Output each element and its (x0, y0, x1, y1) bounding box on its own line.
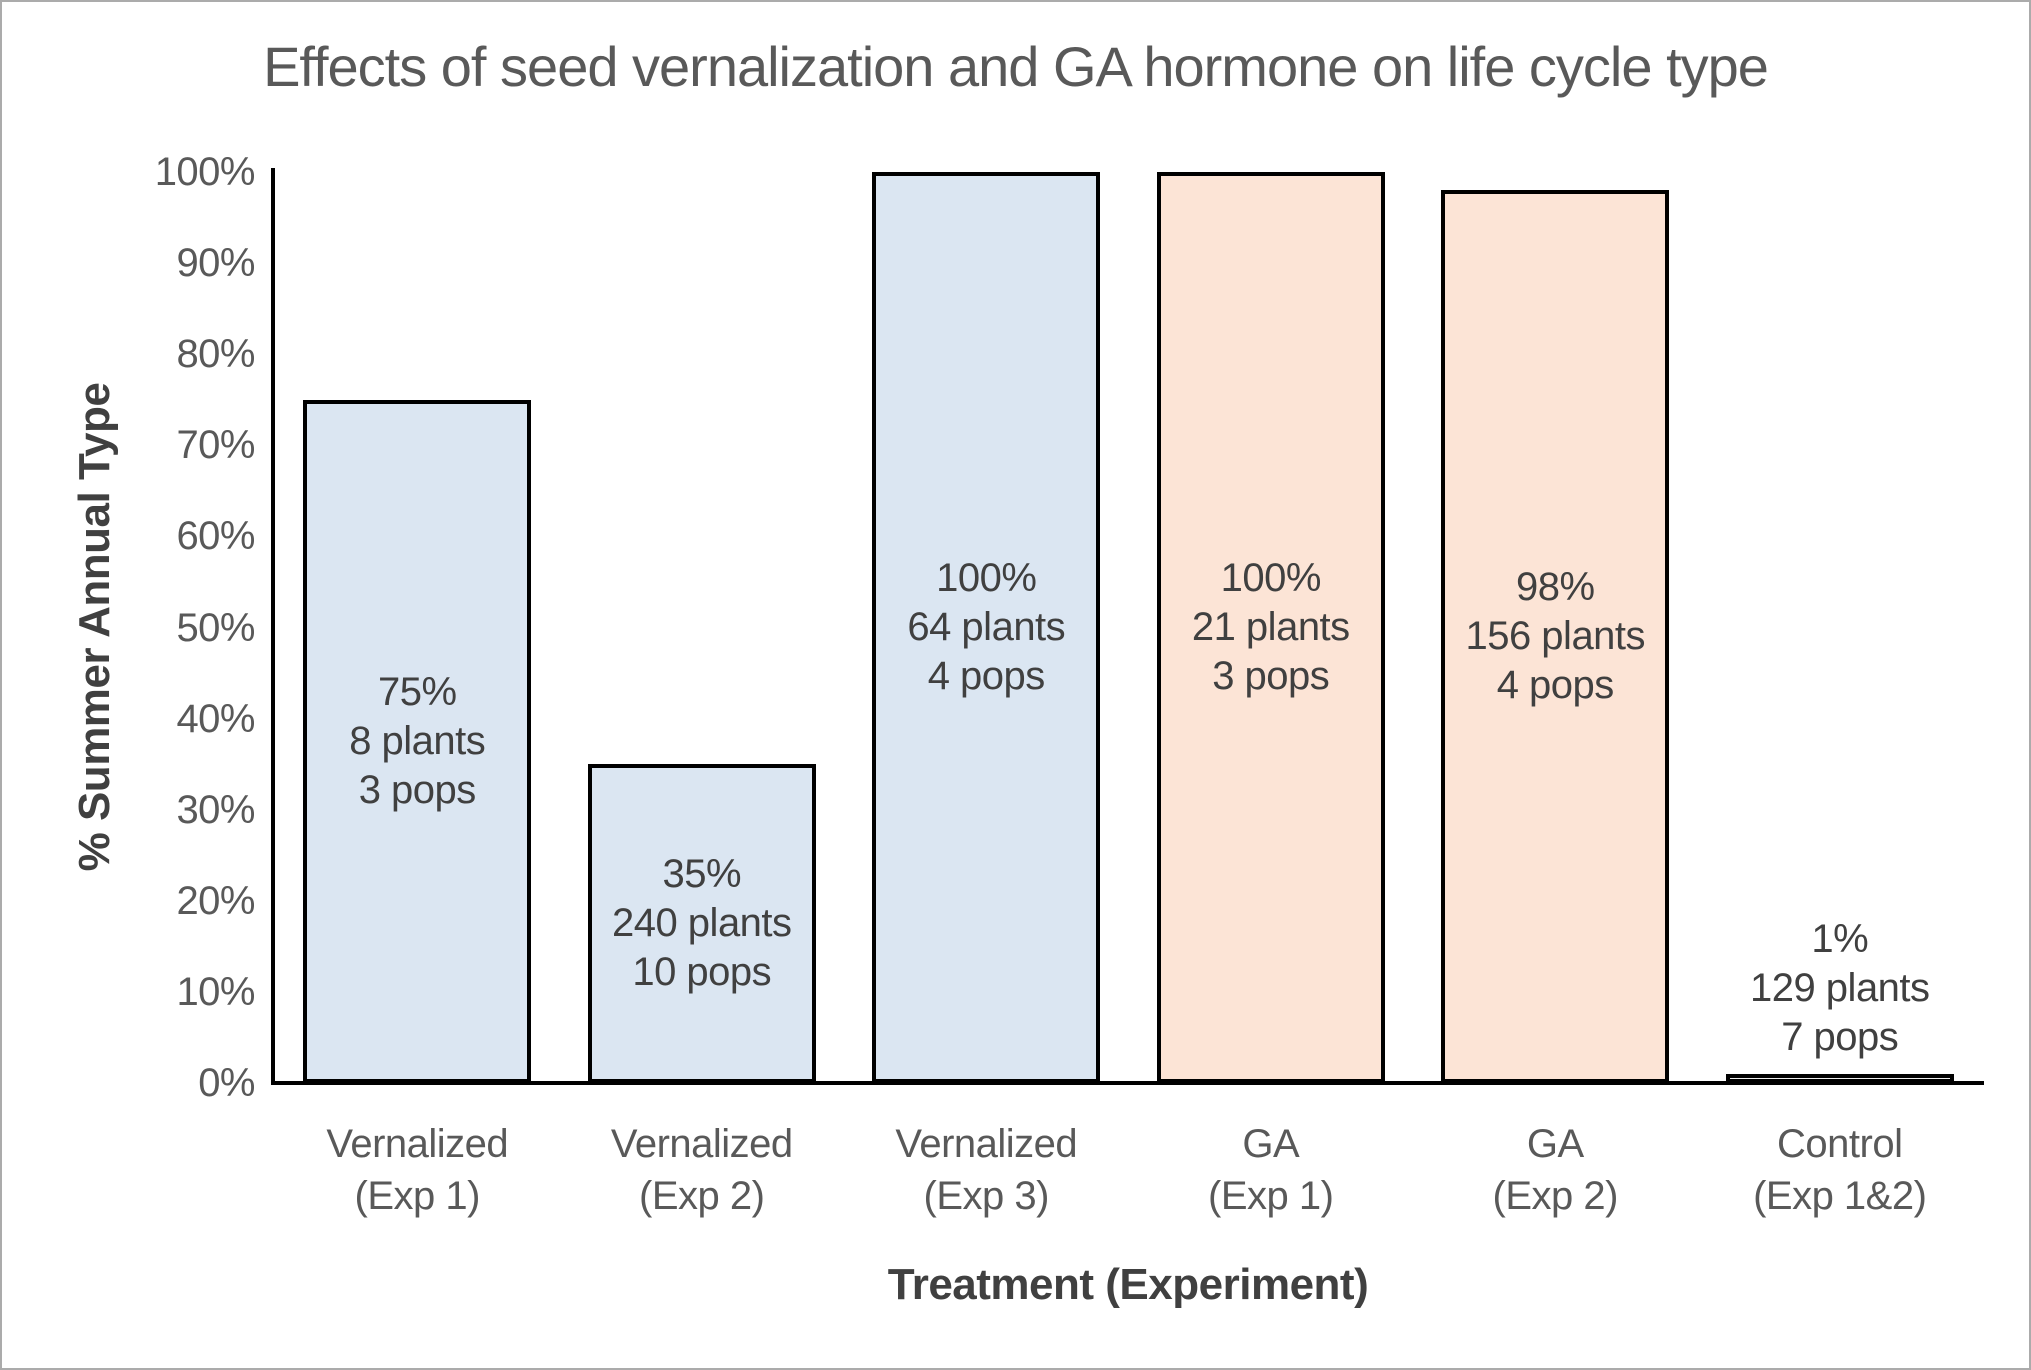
y-tick-label: 90% (176, 241, 255, 286)
x-category-label: Vernalized (Exp 2) (560, 1118, 845, 1222)
bar (872, 172, 1101, 1083)
bar-label-line: 1% (1811, 916, 1869, 961)
x-category-label-line: (Exp 1&2) (1753, 1174, 1927, 1218)
x-category-label-line: Vernalized (326, 1122, 509, 1166)
x-category-label-line: GA (1242, 1122, 1300, 1166)
y-tick-label: 20% (176, 878, 255, 923)
bar-label-line: 64 plants (907, 605, 1066, 649)
x-category-label-line: (Exp 1) (354, 1174, 481, 1218)
x-category-label: GA (Exp 2) (1413, 1118, 1698, 1222)
x-category-label-line: (Exp 2) (1492, 1174, 1619, 1218)
bar-label-line: 100% (936, 556, 1037, 600)
y-tick-label: 50% (176, 605, 255, 650)
bar-label-line: 7 pops (1781, 1014, 1899, 1059)
y-tick-label: 0% (198, 1061, 255, 1105)
bar-data-label: 1% 129 plants 7 pops (1690, 915, 1990, 1062)
bar-label-line: 156 plants (1465, 614, 1646, 659)
bar-label-line: 4 pops (927, 654, 1046, 698)
y-tick-label: 30% (176, 787, 255, 832)
bar (1441, 190, 1670, 1083)
x-category-label: Vernalized (Exp 3) (844, 1118, 1129, 1222)
x-category-label: Vernalized (Exp 1) (275, 1118, 560, 1222)
bar-label-line: 8 plants (349, 718, 486, 763)
bar (587, 764, 816, 1083)
bar-data-label: 100% 64 plants 4 pops (836, 554, 1136, 701)
bar-data-label: 98% 156 plants 4 pops (1405, 563, 1705, 710)
chart-title: Effects of seed vernalization and GA hor… (263, 35, 1769, 98)
x-category-label: Control (Exp 1&2) (1698, 1118, 1983, 1222)
x-axis-title: Treatment (Experiment) (887, 1260, 1369, 1309)
y-tick-label: 60% (176, 514, 255, 559)
x-category-label-line: (Exp 3) (923, 1174, 1050, 1218)
bar-label-line: 75% (377, 669, 457, 714)
bar-label-line: 98% (1515, 565, 1595, 610)
x-category-label-line: Control (1777, 1122, 1903, 1166)
bar-label-line: 35% (662, 852, 742, 897)
y-tick-label: 100% (154, 150, 256, 194)
bar-data-label: 35% 240 plants 10 pops (552, 850, 852, 997)
bar-label-line: 21 plants (1191, 605, 1350, 649)
bar-label-line: 10 pops (632, 950, 772, 995)
y-tick-label: 80% (176, 332, 255, 377)
bar-label-line: 100% (1220, 556, 1322, 600)
bar (1725, 1073, 1954, 1083)
bar-label-line: 3 pops (358, 767, 477, 812)
x-axis-line (271, 1081, 1984, 1085)
x-category-label-line: (Exp 1) (1208, 1174, 1334, 1218)
y-axis-line (271, 168, 275, 1085)
y-tick-label: 70% (176, 423, 255, 468)
x-category-label-line: Vernalized (895, 1122, 1078, 1166)
y-tick-label: 10% (176, 969, 255, 1014)
x-category-label-line: (Exp 2) (639, 1174, 765, 1218)
bar-label-line: 129 plants (1749, 965, 1930, 1010)
bar-label-line: 4 pops (1496, 663, 1615, 708)
y-tick-label: 40% (176, 696, 255, 741)
x-category-label-line: Vernalized (610, 1122, 793, 1166)
bar (303, 399, 532, 1083)
bar-label-line: 240 plants (611, 901, 792, 946)
x-category-label: GA (Exp 1) (1129, 1118, 1414, 1222)
bar-data-label: 75% 8 plants 3 pops (267, 668, 567, 815)
bar-data-label: 100% 21 plants 3 pops (1121, 554, 1421, 701)
x-category-label-line: GA (1526, 1122, 1584, 1166)
bar-label-line: 3 pops (1212, 654, 1330, 698)
